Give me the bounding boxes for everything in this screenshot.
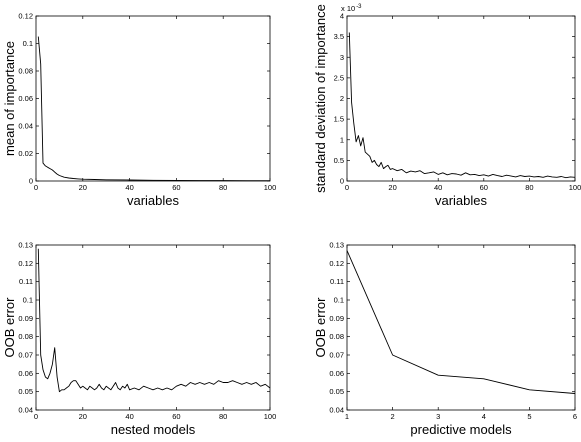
x-axis-label: predictive models xyxy=(410,422,512,437)
y-tick-label: 3 xyxy=(340,53,344,62)
x-tick-label: 100 xyxy=(264,412,277,421)
y-tick-label: 0.05 xyxy=(329,387,344,396)
y-tick-label: 0.11 xyxy=(19,277,33,286)
x-tick-label: 60 xyxy=(480,183,488,192)
x-tick-label: 2 xyxy=(391,412,395,421)
y-tick-label: 0.1 xyxy=(23,39,33,48)
x-tick-label: 60 xyxy=(172,412,180,421)
subplot-4: 1 2 3 4 5 6 0.04 0.05 0.06 0.07 0.08 0.09 0.1 0.11 0.1… xyxy=(313,241,577,438)
y-tick-label: 0.08 xyxy=(329,332,344,341)
x-tick-label: 80 xyxy=(525,183,533,192)
x-tick-label: 80 xyxy=(219,412,227,421)
y-tick-label: 0.06 xyxy=(18,369,33,378)
y-tick-label: 0 xyxy=(340,177,344,186)
y-tick-label: 0.07 xyxy=(18,351,33,360)
x-tick-label: 20 xyxy=(79,183,87,192)
y-tick-label: 0.12 xyxy=(18,12,33,21)
y-axis-label: OOB error xyxy=(313,297,328,358)
x-tick-label: 60 xyxy=(172,183,180,192)
y-tick-label: 2.5 xyxy=(334,73,344,82)
y-tick-label: 0.07 xyxy=(329,351,344,360)
y-tick-label: 3.5 xyxy=(334,32,344,41)
y-tick-label: 4 xyxy=(340,12,344,21)
y-tick-label: 0.08 xyxy=(18,332,33,341)
x-tick-label: 20 xyxy=(388,183,396,192)
y-tick-label: 0.04 xyxy=(18,406,33,415)
subplot-1: 0 20 40 60 80 100 0 0.02 0.04 0.06 0.08 0.1 0.12 vari… xyxy=(2,12,276,209)
x-tick-label: 6 xyxy=(573,412,577,421)
series-line xyxy=(37,248,271,393)
y-tick-label: 0.12 xyxy=(18,259,33,268)
y-tick-label: 0.08 xyxy=(18,67,33,76)
y-tick-label: 2 xyxy=(340,94,344,103)
y-tick-label: 0.04 xyxy=(329,406,344,415)
axes-frame xyxy=(35,15,271,182)
y-tick-label: 0 xyxy=(29,177,33,186)
y-tick-label: 0.1 xyxy=(23,296,33,305)
axes-frame xyxy=(346,15,576,182)
y-axis-label: OOB error xyxy=(2,297,17,358)
y-axis-label: mean of importance xyxy=(2,41,17,156)
series-line xyxy=(37,36,270,182)
series-line xyxy=(348,32,576,179)
axis-multiplier: x 10-3 xyxy=(341,4,362,13)
y-tick-label: 1.5 xyxy=(334,115,344,124)
x-tick-label: 40 xyxy=(125,412,133,421)
x-tick-label: 80 xyxy=(219,183,227,192)
x-tick-label: 4 xyxy=(482,412,486,421)
y-tick-label: 0.02 xyxy=(18,149,33,158)
y-tick-label: 0.05 xyxy=(18,387,33,396)
y-tick-label: 0.06 xyxy=(329,369,344,378)
series-line xyxy=(346,250,576,394)
subplot-2: 0 20 40 60 80 100 0 0.5 1 1.5 2 2.5 3 3.5 4 variables st… xyxy=(313,4,581,208)
y-tick-label: 0.13 xyxy=(329,241,344,250)
x-tick-label: 0 xyxy=(34,183,38,192)
y-tick-label: 0.5 xyxy=(334,156,344,165)
x-tick-label: 100 xyxy=(569,183,581,192)
y-tick-label: 0.11 xyxy=(330,277,344,286)
x-axis-label: variables xyxy=(435,193,488,208)
x-tick-label: 3 xyxy=(436,412,440,421)
y-tick-label: 0.1 xyxy=(334,296,344,305)
y-tick-label: 0.09 xyxy=(329,314,344,323)
x-tick-label: 100 xyxy=(264,183,277,192)
x-axis-label: variables xyxy=(127,193,180,208)
y-tick-label: 0.06 xyxy=(18,94,33,103)
y-tick-label: 0.13 xyxy=(18,241,33,250)
x-tick-label: 1 xyxy=(345,412,349,421)
x-tick-label: 40 xyxy=(434,183,442,192)
axes-frame xyxy=(35,244,271,411)
x-tick-label: 5 xyxy=(527,412,531,421)
y-tick-label: 1 xyxy=(340,135,344,144)
x-tick-label: 0 xyxy=(34,412,38,421)
y-tick-label: 0.12 xyxy=(329,259,344,268)
x-tick-label: 20 xyxy=(79,412,87,421)
y-axis-label: standard deviation of importance xyxy=(313,4,328,193)
y-tick-label: 0.04 xyxy=(18,122,33,131)
y-tick-label: 0.09 xyxy=(18,314,33,323)
x-tick-label: 0 xyxy=(345,183,349,192)
subplot-3: 0 20 40 60 80 100 0.04 0.05 0.06 0.07 0.08 0.09 0.1 0… xyxy=(2,241,276,438)
x-axis-label: nested models xyxy=(111,422,196,437)
x-tick-label: 40 xyxy=(125,183,133,192)
axes-frame xyxy=(346,244,576,411)
